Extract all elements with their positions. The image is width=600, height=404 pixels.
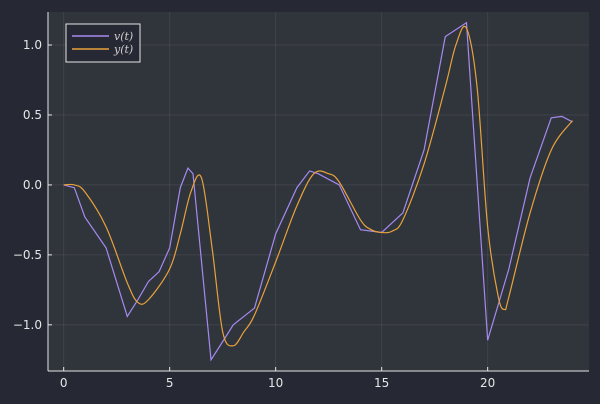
y-tick-label: 0.0 [23,178,42,192]
x-tick-label: 10 [268,376,283,390]
series-line-y [63,25,573,347]
legend-box [65,23,141,63]
x-tick-label: 0 [60,376,68,390]
x-tick-label: 20 [480,376,495,390]
y-tick-label: −0.5 [13,248,42,262]
x-tick-label: 15 [374,376,389,390]
plot-area [48,12,589,371]
y-tick-label: 1.0 [23,38,42,52]
y-tick-label: −1.0 [13,318,42,332]
legend-label-v: v(t) [114,30,133,43]
series-line-v [63,21,573,362]
series-group [63,21,573,362]
legend: v(t) y(t) [65,23,141,63]
x-tick-label: 5 [166,376,174,390]
legend-label-y: y(t) [113,43,133,56]
ticks: 0 5 10 15 20 −1.0 −0.5 0.0 0.5 1.0 [13,38,495,390]
y-tick-label: 0.5 [23,108,42,122]
grid [48,12,589,371]
